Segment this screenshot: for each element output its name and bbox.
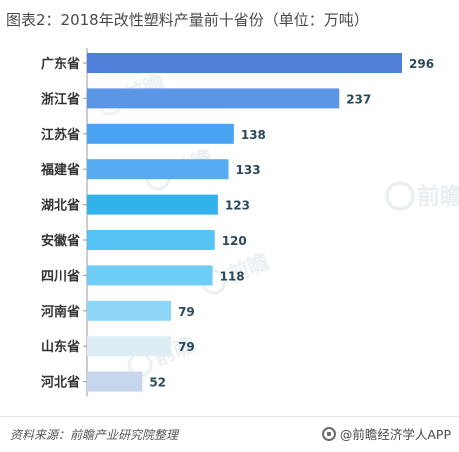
category-label: 江苏省 xyxy=(41,127,80,143)
category-label: 四川省 xyxy=(41,268,80,284)
footer: 资料来源：前瞻产业研究院整理 @前瞻经济学人APP xyxy=(0,416,459,452)
bar xyxy=(87,123,234,144)
value-label: 296 xyxy=(409,57,434,71)
value-label: 52 xyxy=(149,376,166,390)
value-label: 118 xyxy=(220,269,245,283)
bar xyxy=(87,371,143,392)
bar xyxy=(87,265,213,286)
category-label: 山东省 xyxy=(41,339,80,355)
bar xyxy=(87,300,172,321)
brand-logo-icon xyxy=(321,426,336,441)
bar xyxy=(87,53,402,73)
category-label: 广东省 xyxy=(41,56,80,72)
bar xyxy=(87,230,215,250)
category-label: 安徽省 xyxy=(41,233,80,249)
category-label: 福建省 xyxy=(40,162,80,178)
value-label: 133 xyxy=(236,163,261,177)
value-label: 237 xyxy=(346,92,371,106)
watermark-edge: 前瞻 xyxy=(385,181,459,211)
value-label: 79 xyxy=(178,305,195,319)
category-label: 浙江省 xyxy=(41,91,80,107)
bar xyxy=(87,194,218,215)
bar xyxy=(87,159,229,180)
chart-title: 图表2：2018年改性塑料产量前十省份（单位：万吨） xyxy=(6,11,369,29)
category-label: 湖北省 xyxy=(41,198,80,214)
brand-credit: @前瞻经济学人APP xyxy=(321,424,451,443)
value-label: 123 xyxy=(225,199,250,213)
svg-text:前瞻: 前瞻 xyxy=(417,183,459,210)
value-label: 120 xyxy=(222,234,247,248)
value-label: 79 xyxy=(178,340,195,354)
source-note: 资料来源：前瞻产业研究院整理 xyxy=(10,428,179,442)
bar xyxy=(87,88,340,109)
category-label: 河南省 xyxy=(41,304,80,320)
bar xyxy=(87,336,172,357)
brand-label: @前瞻经济学人APP xyxy=(339,427,451,442)
value-label: 138 xyxy=(241,128,266,142)
category-label: 河北省 xyxy=(41,375,80,391)
